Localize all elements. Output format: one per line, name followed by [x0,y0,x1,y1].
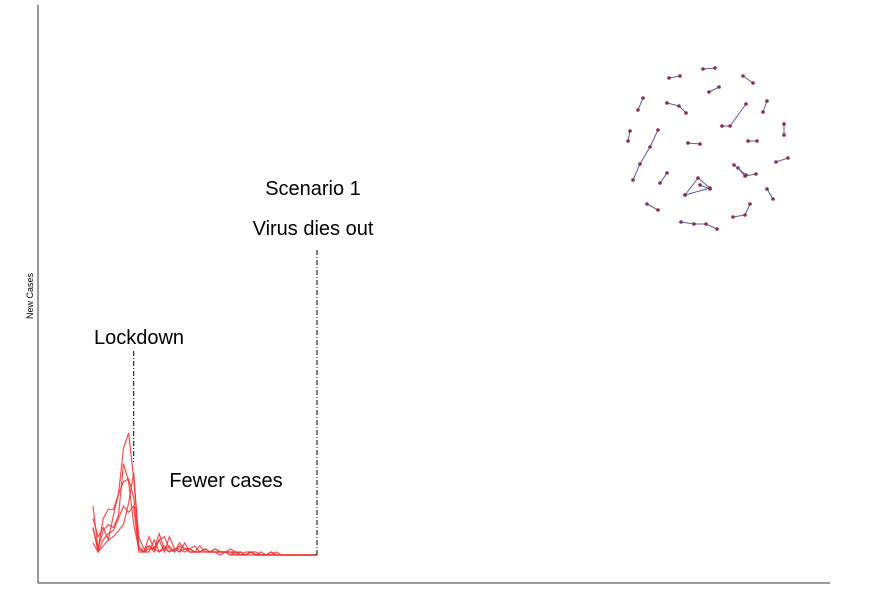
network-edge [766,188,774,200]
network-node [713,66,717,70]
network-node [720,124,724,128]
network-node [667,76,671,80]
network-node [677,104,681,108]
network-node [626,139,630,143]
annotation-lockdown: Lockdown [94,327,184,349]
network-edge [684,177,699,196]
network-edge [649,129,659,148]
network-node [628,129,632,133]
network-edge [775,157,789,163]
network-edge [744,203,751,216]
network-edge [646,203,659,211]
network-node [707,90,711,94]
network-node [755,139,759,143]
network-node [683,193,687,197]
network-node [746,139,750,143]
network-node [744,173,748,177]
network-node [771,197,775,201]
network-node [658,181,662,185]
series-line-5 [92,504,317,556]
network-node [648,145,652,149]
network-node [679,220,683,224]
annotation-fewer-cases: Fewer cases [169,470,282,492]
network-node [782,133,786,137]
network-node [665,101,669,105]
network-node [631,178,635,182]
y-axis-label: New Cases [25,272,35,319]
network-edge [687,142,701,145]
network-node [638,162,642,166]
network-node [774,160,778,164]
network-node [686,141,690,145]
network-edge [632,163,641,181]
network-edge [659,172,668,184]
network-node [748,202,752,206]
series-lines [92,432,317,556]
network-node [744,102,748,106]
network-node [728,124,732,128]
network-edge [668,75,681,79]
network-edge [733,164,747,176]
network-node [754,172,758,176]
network-node [751,81,755,85]
network-node [665,171,669,175]
network-node [692,222,696,226]
series-line-4 [92,432,317,556]
network-inset [626,66,790,231]
network-node [636,108,640,112]
network-node [656,128,660,132]
network-node [715,227,719,231]
network-edge [684,187,711,196]
network-node [765,99,769,103]
network-edge [637,97,644,111]
network-edge [702,67,716,70]
network-edge [639,146,651,165]
network-edge [708,86,720,93]
network-node [641,96,645,100]
network-node [701,67,705,71]
network-node [741,74,745,78]
network-node [731,215,735,219]
network-edge [697,177,711,189]
network-node [761,110,765,114]
network-node [645,202,649,206]
network-edge [742,75,754,84]
network-node [765,187,769,191]
network-edge [729,103,747,127]
network-node [704,222,708,226]
network-node [696,176,700,180]
network-node [717,85,721,89]
network-node [684,111,688,115]
network-edge [762,100,768,113]
network-node [698,142,702,146]
network-edge [666,102,680,107]
network-node [782,122,786,126]
network-node [698,183,702,187]
network-node [678,74,682,78]
network-node [656,208,660,212]
annotation-scenario: Scenario 1 [265,178,361,200]
network-node [743,213,747,217]
network-edge [732,214,746,218]
network-edge [705,223,718,230]
network-node [708,187,712,191]
annotation-virus-dies-out: Virus dies out [253,218,374,240]
network-node [786,156,790,160]
network-node [732,163,736,167]
network-edge [680,221,695,225]
